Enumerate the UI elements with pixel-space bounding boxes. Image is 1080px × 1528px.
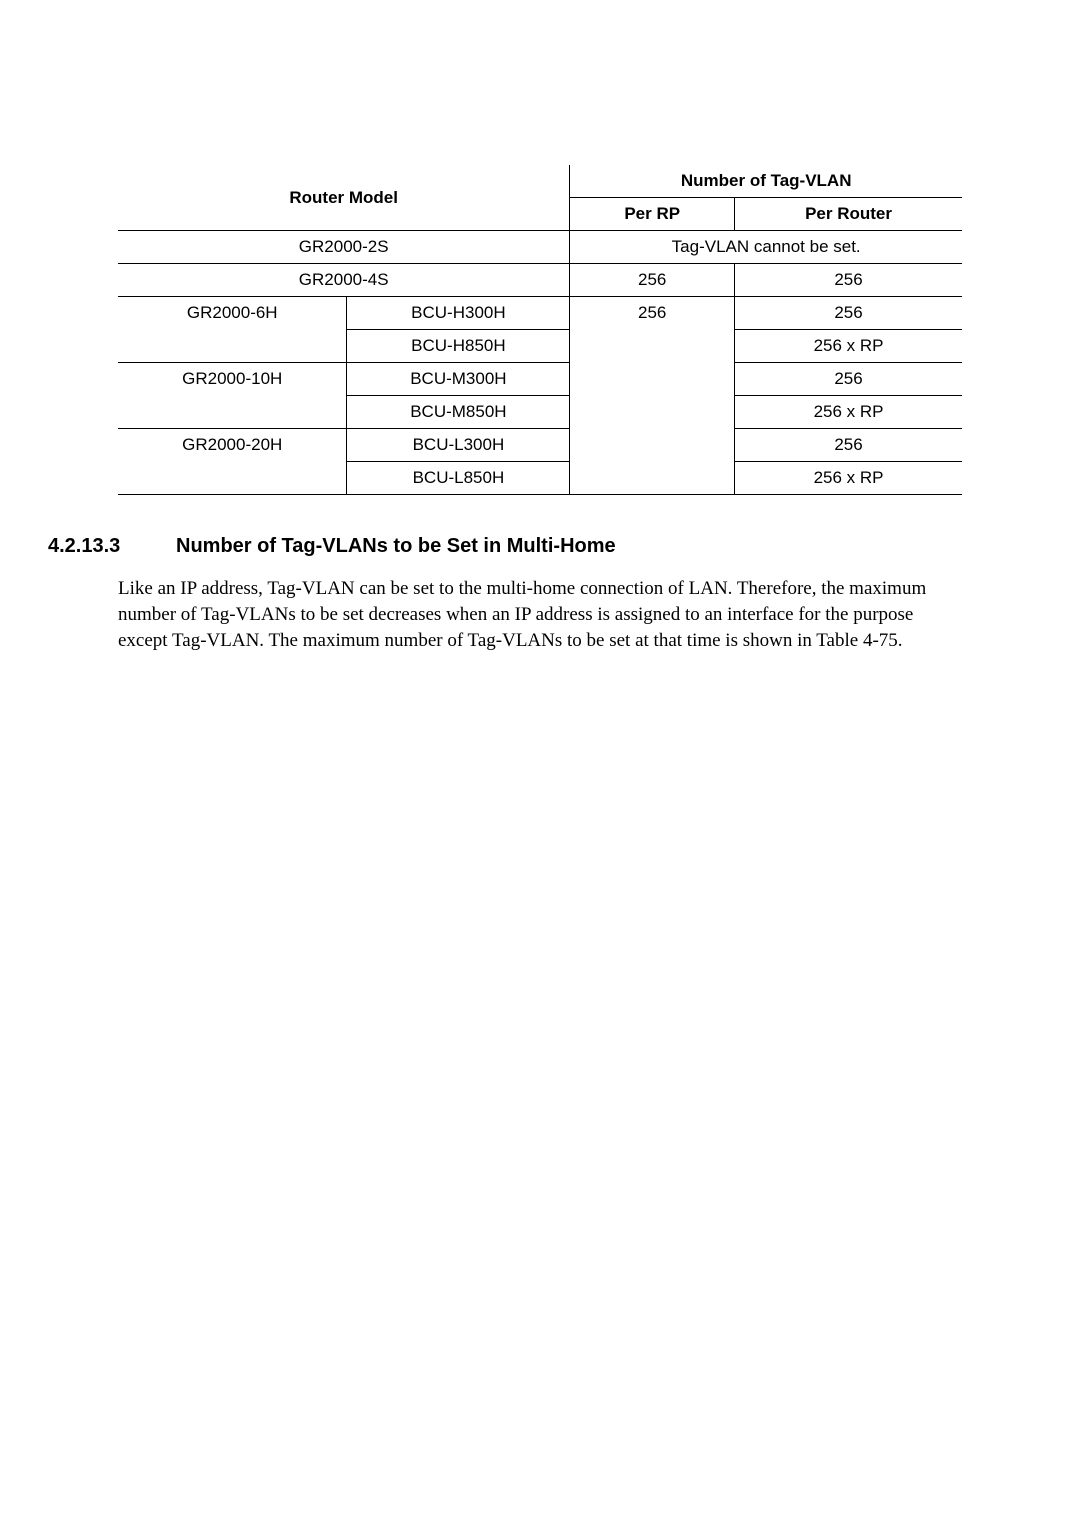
cell-per-router: 256 bbox=[735, 297, 962, 330]
cell-per-rp: 256 bbox=[570, 264, 735, 297]
cell-per-rp: 256 bbox=[570, 297, 735, 495]
cell-bcu: BCU-H300H bbox=[347, 297, 570, 330]
cell-bcu: BCU-M850H bbox=[347, 396, 570, 429]
section-header: 4.2.13.3 Number of Tag-VLANs to be Set i… bbox=[48, 535, 962, 558]
cell-model: GR2000-20H bbox=[118, 429, 347, 495]
cell-per-router: 256 x RP bbox=[735, 462, 962, 495]
section-title: Number of Tag-VLANs to be Set in Multi-H… bbox=[176, 535, 616, 558]
cell-bcu: BCU-L300H bbox=[347, 429, 570, 462]
cell-per-router: 256 x RP bbox=[735, 330, 962, 363]
cell-bcu: BCU-H850H bbox=[347, 330, 570, 363]
cell-per-router: 256 bbox=[735, 429, 962, 462]
table-row: GR2000-2S Tag-VLAN cannot be set. bbox=[118, 231, 962, 264]
header-per-router: Per Router bbox=[735, 198, 962, 231]
cell-model: GR2000-6H bbox=[118, 297, 347, 363]
tag-vlan-table: Router Model Number of Tag-VLAN Per RP P… bbox=[118, 165, 962, 495]
body-paragraph: Like an IP address, Tag-VLAN can be set … bbox=[118, 576, 928, 655]
cell-per-router: 256 bbox=[735, 264, 962, 297]
header-router-model: Router Model bbox=[118, 165, 570, 231]
table-row: GR2000-6H BCU-H300H 256 256 bbox=[118, 297, 962, 330]
cell-model: GR2000-2S bbox=[118, 231, 570, 264]
table-row: GR2000-20H BCU-L300H 256 bbox=[118, 429, 962, 462]
cell-model: GR2000-10H bbox=[118, 363, 347, 429]
cell-per-router: 256 bbox=[735, 363, 962, 396]
cell-bcu: BCU-M300H bbox=[347, 363, 570, 396]
cell-model: GR2000-4S bbox=[118, 264, 570, 297]
cell-bcu: BCU-L850H bbox=[347, 462, 570, 495]
cell-per-router: 256 x RP bbox=[735, 396, 962, 429]
cell-value: Tag-VLAN cannot be set. bbox=[570, 231, 962, 264]
table-row: GR2000-4S 256 256 bbox=[118, 264, 962, 297]
section-number: 4.2.13.3 bbox=[48, 535, 176, 558]
header-per-rp: Per RP bbox=[570, 198, 735, 231]
table-row: GR2000-10H BCU-M300H 256 bbox=[118, 363, 962, 396]
header-num-tag-vlan: Number of Tag-VLAN bbox=[570, 165, 962, 198]
